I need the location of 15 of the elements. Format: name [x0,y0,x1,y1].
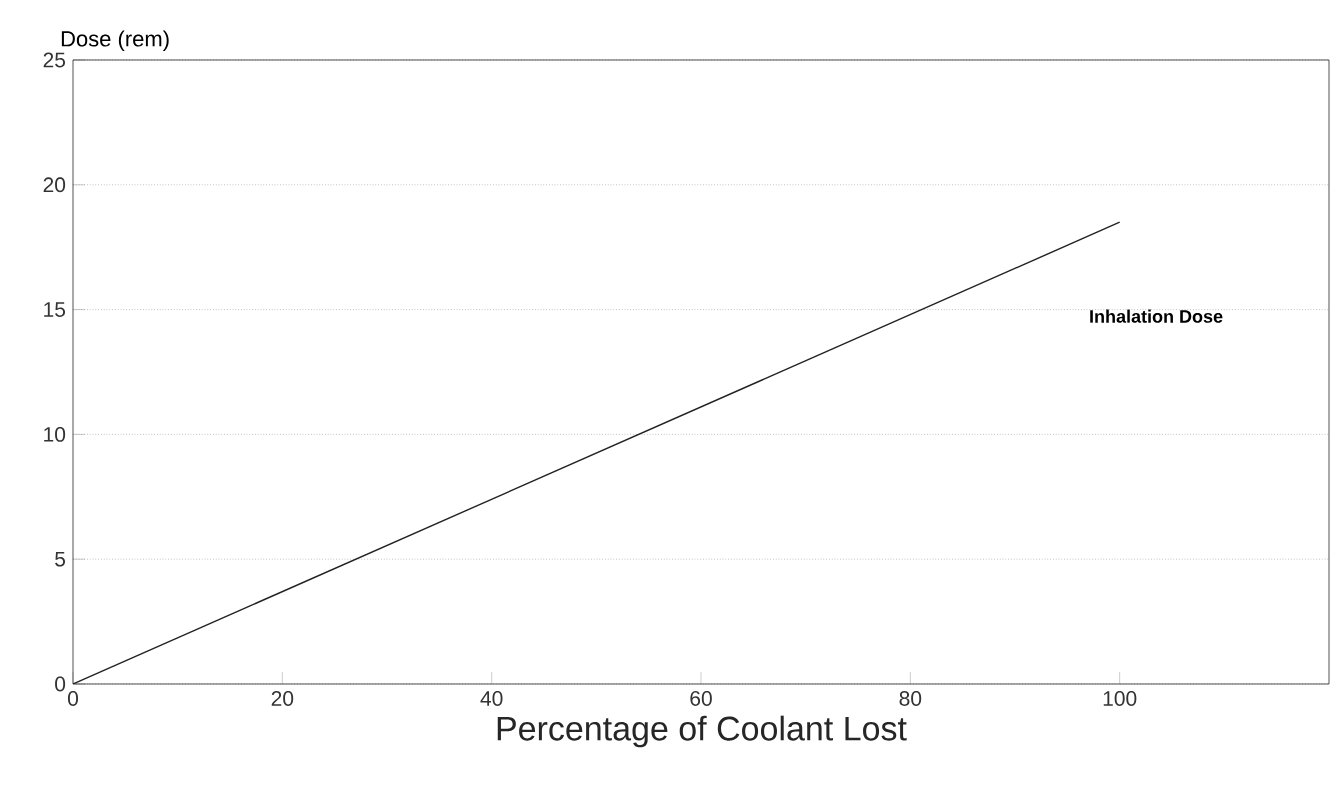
x-tick-label: 60 [690,691,712,706]
y-tick-label: 15 [44,302,66,317]
x-tick-label: 40 [480,691,503,706]
y-tick-label: 20 [43,177,66,193]
x-axis-title: Percentage of Coolant Lost [497,715,907,748]
x-tick-label: 20 [271,691,294,706]
y-tick-label: 0 [55,676,66,692]
text: Inhalation Dose [1090,309,1223,323]
x-tick-label: 0 [67,691,79,706]
x-tick-label: 80 [899,691,922,706]
y-axis-title: Dose (rem) [61,30,169,51]
y-tick-label: 25 [43,52,66,68]
y-tick-label: 10 [44,426,66,442]
x-tick-label: 100 [1103,691,1137,706]
y-tick-label: 5 [55,551,66,567]
